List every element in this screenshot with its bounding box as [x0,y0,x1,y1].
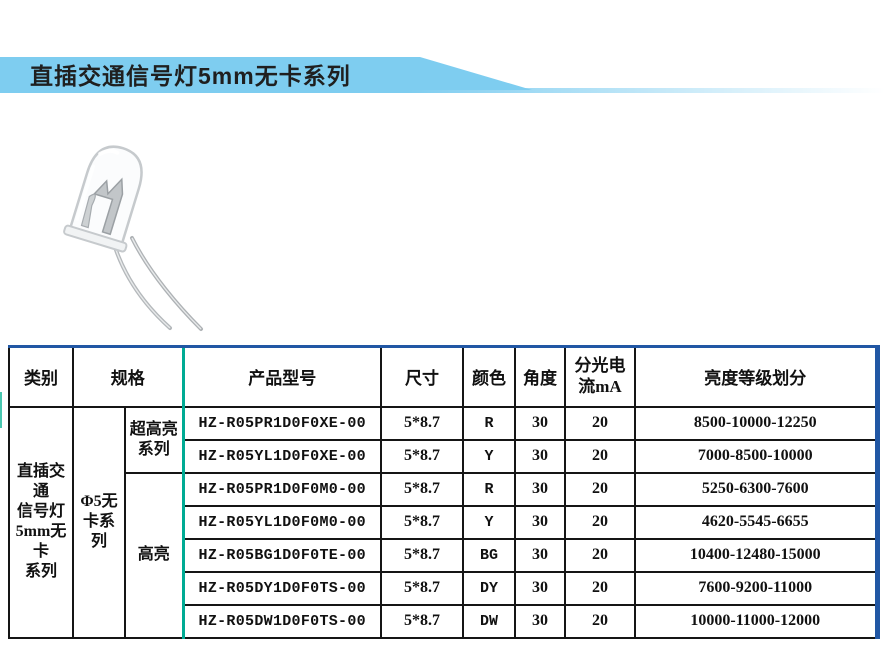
table-row: HZ-R05YL1D0F0XE-00 5*8.7 Y 30 20 7000-85… [9,438,880,474]
cell-color: BG [462,537,516,573]
page-title: 直插交通信号灯5mm无卡系列 [30,62,351,89]
cell-color: DW [462,603,516,639]
led-anvil-electrode [92,177,124,236]
cell-color: DY [462,570,516,606]
col-header-category: 类别 [8,345,74,408]
cell-model: HZ-R05BG1D0F0TE-00 [181,537,382,573]
cell-color: Y [462,504,516,540]
table-row: 直插交通 信号灯 5mm无卡 系列 Φ5无 卡系 列 超高亮 系列 HZ-R05… [8,405,880,639]
cell-brightness: 7000-8500-10000 [634,438,880,474]
cell-current: 20 [564,438,636,474]
cell-current: 20 [564,405,636,441]
cell-subseries-ultra-bright: 超高亮 系列 [124,405,184,474]
col-header-spec: 规格 [72,345,184,408]
cell-size: 5*8.7 [380,570,464,606]
led-post-electrode [80,193,96,229]
cell-size: 5*8.7 [380,471,464,507]
cell-model: HZ-R05DY1D0F0TS-00 [181,570,382,606]
cell-brightness: 8500-10000-12250 [634,405,880,441]
cell-angle: 30 [514,471,566,507]
cell-current: 20 [564,504,636,540]
cell-current: 20 [564,537,636,573]
cell-brightness: 10400-12480-15000 [634,537,880,573]
cell-angle: 30 [514,405,566,441]
spec-table-container: 类别 规格 产品型号 尺寸 颜色 角度 分光电 流mA 亮度等级划分 直插交通 … [8,345,880,639]
table-row: HZ-R05YL1D0F0M0-00 5*8.7 Y 30 20 4620-55… [9,504,880,540]
header-row: 类别 规格 产品型号 尺寸 颜色 角度 分光电 流mA 亮度等级划分 [8,345,880,408]
cell-color: Y [462,438,516,474]
spec-table: 类别 规格 产品型号 尺寸 颜色 角度 分光电 流mA 亮度等级划分 直插交通 … [8,345,880,639]
cell-model: HZ-R05PR1D0F0M0-00 [181,471,382,507]
cell-subseries-high-bright: 高亮 [124,471,184,639]
col-header-angle: 角度 [514,345,566,408]
cell-brightness: 7600-9200-11000 [634,570,880,606]
led-leg-right [130,236,203,331]
led-leg-left-highlight [113,243,171,329]
cell-angle: 30 [514,603,566,639]
led-photo-svg [63,145,203,331]
table-row: HZ-R05BG1D0F0TE-00 5*8.7 BG 30 20 10400-… [9,537,880,573]
cell-size: 5*8.7 [380,405,464,441]
col-header-size: 尺寸 [380,345,464,408]
table-row: HZ-R05DY1D0F0TS-00 5*8.7 DY 30 20 7600-9… [9,570,880,606]
cell-category: 直插交通 信号灯 5mm无卡 系列 [8,405,74,639]
cell-current: 20 [564,570,636,606]
cell-angle: 30 [514,504,566,540]
cell-color: R [462,405,516,441]
led-leg-right-highlight [131,237,202,330]
cell-brightness: 4620-5545-6655 [634,504,880,540]
table-row: 高亮 HZ-R05PR1D0F0M0-00 5*8.7 R 30 20 5250… [9,471,880,639]
led-highlight [98,148,120,156]
banner-underline-strip [0,88,885,93]
left-edge-accent [0,392,2,428]
cell-size: 5*8.7 [380,537,464,573]
cell-spec-series: Φ5无 卡系 列 [72,405,126,639]
cell-angle: 30 [514,537,566,573]
col-header-color: 颜色 [462,345,516,408]
cell-size: 5*8.7 [380,504,464,540]
cell-current: 20 [564,471,636,507]
cell-size: 5*8.7 [380,603,464,639]
page-banner: 直插交通信号灯5mm无卡系列 [0,57,532,90]
led-body-group [63,145,143,253]
cell-model: HZ-R05DW1D0F0TS-00 [181,603,382,639]
col-header-current: 分光电 流mA [564,345,636,408]
col-header-model: 产品型号 [181,345,382,408]
cell-model: HZ-R05PR1D0F0XE-00 [181,405,382,441]
cell-brightness: 5250-6300-7600 [634,471,880,507]
cell-angle: 30 [514,570,566,606]
cell-brightness: 10000-11000-12000 [634,603,880,639]
cell-angle: 30 [514,438,566,474]
led-highlight-side [75,164,96,221]
led-product-image [38,132,243,342]
cell-color: R [462,471,516,507]
table-row: HZ-R05DW1D0F0TS-00 5*8.7 DW 30 20 10000-… [9,603,880,639]
cell-model: HZ-R05YL1D0F0XE-00 [181,438,382,474]
cell-size: 5*8.7 [380,438,464,474]
cell-current: 20 [564,603,636,639]
col-header-brightness: 亮度等级划分 [634,345,880,408]
cell-model: HZ-R05YL1D0F0M0-00 [181,504,382,540]
led-flange [63,224,128,253]
